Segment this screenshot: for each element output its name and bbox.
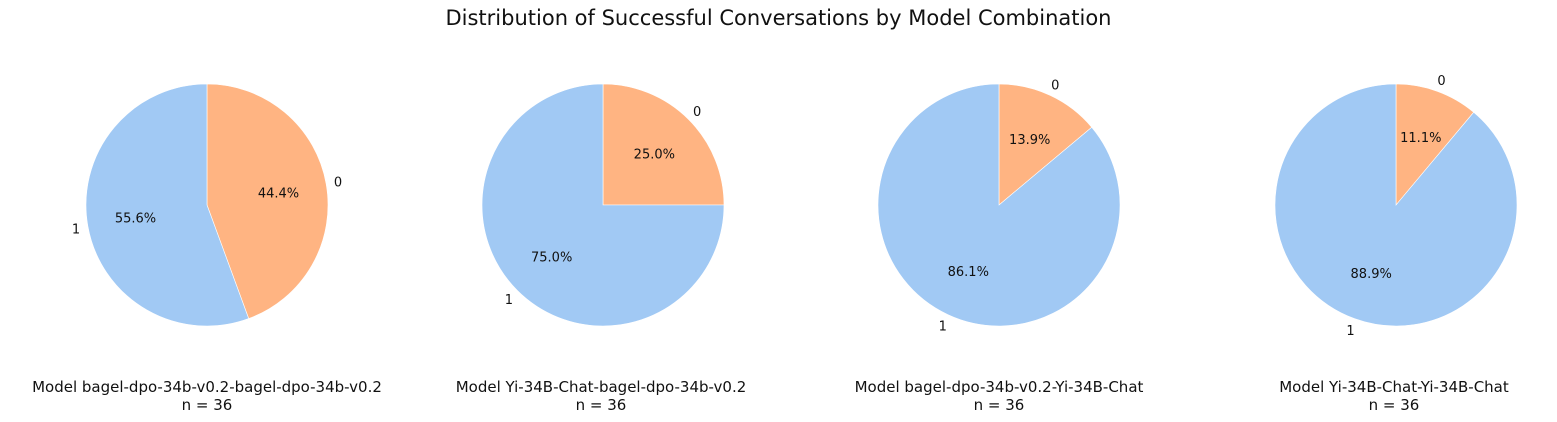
pie-caption-1: Model bagel-dpo-34b-v0.2-bagel-dpo-34b-v… xyxy=(7,378,407,414)
pie-caption-4: Model Yi-34B-Chat-Yi-34B-Chat n = 36 xyxy=(1194,378,1557,414)
pie-4-percent-label-0: 11.1% xyxy=(1400,131,1441,146)
pie-1-percent-label-1: 55.6% xyxy=(115,212,156,227)
pie-caption-title-3: Model bagel-dpo-34b-v0.2-Yi-34B-Chat xyxy=(854,378,1144,396)
pie-4-percent-label-1: 88.9% xyxy=(1351,267,1392,282)
pie-caption-title-1: Model bagel-dpo-34b-v0.2-bagel-dpo-34b-v… xyxy=(32,378,382,396)
pie-1-category-label-1: 1 xyxy=(72,222,80,237)
pie-4-slice-1 xyxy=(1274,83,1518,327)
pie-2-percent-label-1: 75.0% xyxy=(531,250,572,265)
pie-1-category-label-0: 0 xyxy=(334,176,342,191)
pie-1-percent-label-0: 44.4% xyxy=(258,186,299,201)
pie-4-slice-0 xyxy=(1395,83,1475,206)
pie-caption-n-1: n = 36 xyxy=(181,396,233,414)
pie-1-slice-1 xyxy=(85,83,250,327)
pie-caption-n-4: n = 36 xyxy=(1368,396,1420,414)
pie-3-category-label-0: 0 xyxy=(1051,78,1059,93)
pie-1-slice-0 xyxy=(206,83,329,319)
pie-caption-2: Model Yi-34B-Chat-bagel-dpo-34b-v0.2 n =… xyxy=(401,378,801,414)
pie-3-slice-0 xyxy=(998,83,1093,206)
pie-2-slice-0 xyxy=(602,83,725,206)
pie-3-slice-1 xyxy=(877,83,1121,327)
pie-3-category-label-1: 1 xyxy=(939,320,947,335)
pie-4-category-label-0: 0 xyxy=(1437,74,1445,89)
pie-3-percent-label-0: 13.9% xyxy=(1009,133,1050,148)
pie-caption-3: Model bagel-dpo-34b-v0.2-Yi-34B-Chat n =… xyxy=(799,378,1199,414)
pie-2-percent-label-0: 25.0% xyxy=(634,148,675,163)
pie-2-slice-1 xyxy=(481,83,725,327)
pie-3-percent-label-1: 86.1% xyxy=(948,265,989,280)
chart-title: Distribution of Successful Conversations… xyxy=(445,6,1112,30)
pie-caption-title-2: Model Yi-34B-Chat-bagel-dpo-34b-v0.2 xyxy=(455,378,747,396)
pie-4-category-label-1: 1 xyxy=(1346,324,1354,339)
pie-caption-title-4: Model Yi-34B-Chat-Yi-34B-Chat xyxy=(1279,378,1509,396)
pie-2-category-label-1: 1 xyxy=(505,293,513,308)
pie-caption-n-3: n = 36 xyxy=(973,396,1025,414)
pie-2-category-label-0: 0 xyxy=(693,105,701,120)
pie-caption-n-2: n = 36 xyxy=(575,396,627,414)
